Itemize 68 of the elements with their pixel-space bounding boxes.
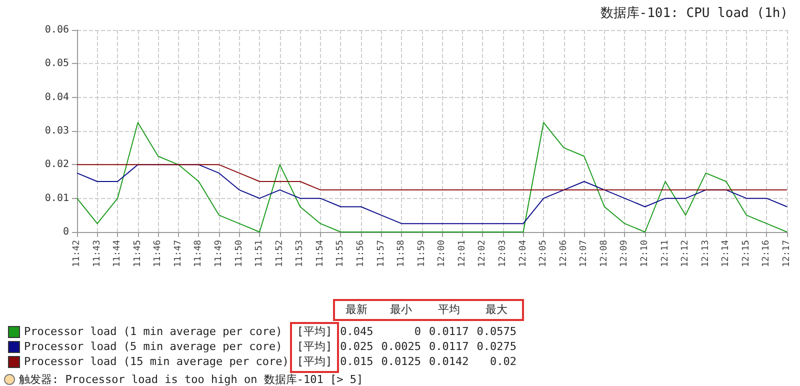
x-tick-label: 11:54 [315,240,326,268]
text: 0.0142 [428,354,470,369]
x-tick-label: 11:44 [112,240,123,268]
x-tick-label: 12:02 [478,240,488,268]
x-tick-label: 12:13 [700,240,711,268]
x-tick-label: 12:12 [680,240,691,268]
text: 0.0125 [380,354,422,369]
y-tick-label: 0.02 [44,159,69,170]
x-tick-label: 11:52 [274,240,285,268]
chart-title: 数据库-101: CPU load (1h) [600,5,788,22]
x-tick-label: 11:57 [376,240,386,268]
x-tick-label: 11:58 [396,240,407,268]
x-tick-label: 12:14 [721,240,732,268]
text: 0.0117 [428,339,470,354]
x-tick-label: 12:05 [538,240,549,268]
text: 最小 [389,302,414,318]
y-tick-label: 0.06 [44,24,69,36]
x-tick-label: 11:45 [132,240,143,268]
x-tick-label: 11:43 [92,240,102,268]
x-tick-label: 11:47 [173,240,184,268]
text: 0.045 [339,324,374,339]
x-tick-label: 12:04 [518,240,528,268]
x-tick-label: 12:01 [457,240,468,268]
legend-label: Processor load (5 min average per core) [23,339,284,354]
legend-label: Processor load (15 min average per core) [23,354,290,369]
y-tick-label: 0 [62,226,69,238]
text: [平均] [296,339,334,354]
text: 0.0117 [428,324,470,339]
x-tick-label: 12:15 [741,240,752,268]
x-tick-label: 11:53 [295,240,306,268]
y-tick-label: 0.03 [44,126,69,136]
text: 0.0025 [380,339,422,354]
x-tick-label: 11:42 [72,240,82,268]
x-tick-label: 11:49 [214,240,224,268]
text: 0.02 [489,354,518,369]
y-tick-label: 0.04 [44,92,69,103]
x-tick-label: 11:48 [194,240,204,268]
x-tick-label: 12:03 [498,240,508,268]
text: 0 [413,324,422,339]
x-tick-label: 12:10 [640,240,650,268]
text: [平均] [296,324,334,339]
y-tick-label: 0.01 [44,192,69,204]
x-tick-label: 11:59 [416,240,427,268]
x-tick-label: 12:17 [782,240,792,268]
x-tick-label: 11:56 [356,240,366,268]
y-tick-label: 0.05 [44,58,69,70]
x-tick-label: 12:00 [437,240,448,268]
x-tick-label: 11:51 [254,240,265,268]
x-tick-label: 12:09 [620,240,630,268]
x-tick-label: 11:46 [153,240,164,268]
text: 平均 [436,302,461,318]
x-tick-label: 11:50 [234,240,244,268]
text: 0.025 [339,339,374,354]
x-tick-label: 12:08 [599,240,610,268]
text: 最新 [344,302,369,318]
text: 0.0275 [476,339,518,354]
x-tick-label: 12:16 [762,240,772,268]
legend-label: Processor load (1 min average per core) [23,324,284,339]
text: 0.015 [339,354,374,369]
x-tick-label: 12:11 [660,240,670,268]
x-tick-label: 12:06 [558,240,569,268]
x-tick-label: 12:07 [579,240,590,268]
line-series [76,164,788,190]
text: 最大 [484,302,509,318]
text: 0.0575 [476,324,518,339]
x-tick-label: 11:55 [336,240,346,268]
text: [平均] [296,354,334,369]
text: 触发器: Processor load is too high on 数据库-101 [> 5] [18,372,364,386]
